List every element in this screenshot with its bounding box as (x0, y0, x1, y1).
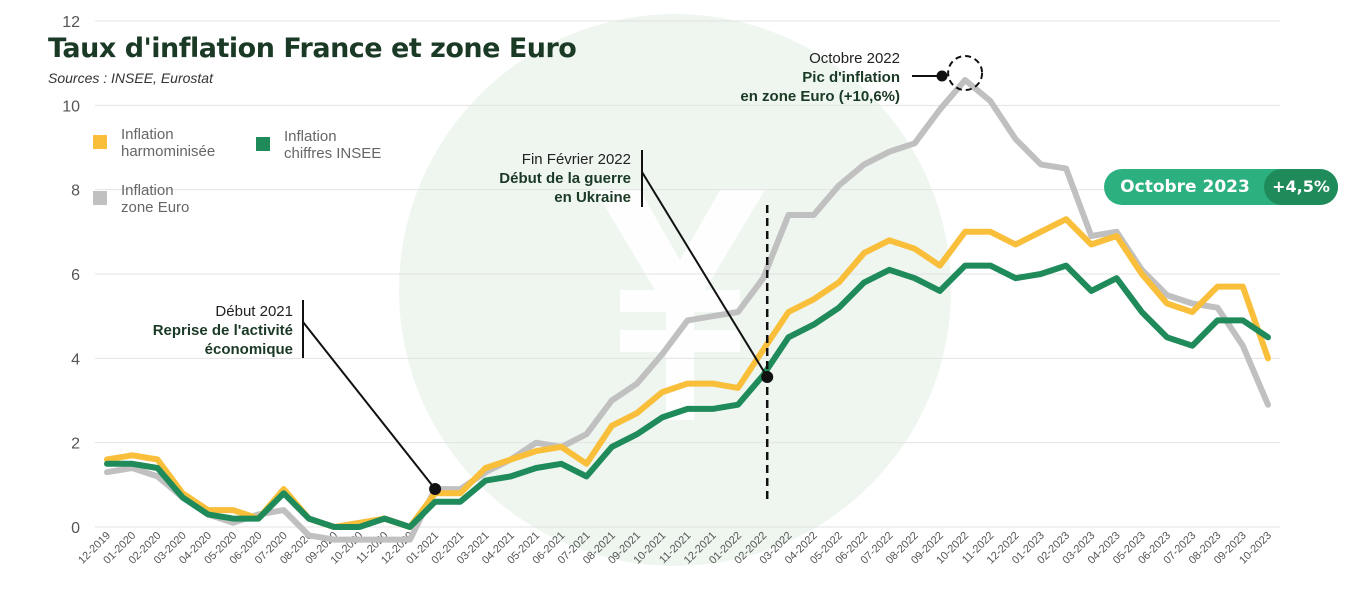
annotation-text: économique (204, 341, 293, 358)
badge-value: +4,5% (1264, 169, 1338, 205)
series-line (104, 77, 1271, 543)
peak-highlight-circle (947, 55, 984, 92)
grid-lines (95, 20, 1280, 528)
annotation-text: en Ukraine (554, 189, 631, 206)
annotation-leader (302, 321, 436, 490)
chart-title: Taux d'inflation France et zone Euro (48, 33, 577, 64)
annotation-dot (429, 483, 442, 496)
legend-swatch (93, 191, 107, 205)
badge-label: Octobre 2023 (1120, 177, 1250, 197)
annotation-date: Début 2021 (215, 303, 293, 320)
y-tick-label: 12 (62, 14, 80, 31)
y-tick-label: 4 (71, 351, 80, 368)
latest-value-badge: Octobre 2023 +4,5% (1104, 169, 1338, 205)
series-lines (104, 77, 1271, 543)
y-tick-label: 2 (71, 436, 80, 453)
legend-swatch (256, 137, 270, 151)
y-tick-label: 0 (71, 520, 80, 537)
annotation-debut-2021: Début 2021 Reprise de l'activité économi… (153, 302, 293, 359)
annotation-text: en zone Euro (+10,6%) (740, 88, 900, 105)
annotation-markers (302, 55, 984, 500)
annotation-dot (761, 371, 774, 383)
annotation-date: Fin Février 2022 (521, 151, 631, 168)
watermark-yen-glyph (595, 190, 765, 420)
y-tick-label: 8 (71, 183, 80, 200)
y-axis-ticks: 0 2 4 6 8 10 12 (62, 14, 80, 537)
chart-subtitle: Sources : INSEE, Eurostat (48, 70, 213, 86)
series-line (104, 262, 1271, 530)
y-tick-label: 10 (62, 98, 80, 115)
annotation-text: Début de la guerre (499, 170, 631, 187)
annotation-octobre-2022: Octobre 2022 Pic d'inflation en zone Eur… (740, 49, 900, 106)
annotation-text: Pic d'inflation (802, 69, 900, 86)
legend-label: Inflation chiffres INSEE (284, 128, 382, 162)
legend-label: Inflation harmominisée (121, 126, 216, 160)
euro-watermark-icon (399, 14, 951, 566)
annotation-fevrier-2022: Fin Février 2022 Début de la guerre en U… (499, 150, 631, 207)
legend-swatch (93, 135, 107, 149)
y-tick-label: 6 (71, 267, 80, 284)
annotation-text: Reprise de l'activité (152, 322, 293, 339)
annotation-date: Octobre 2022 (809, 50, 900, 67)
legend-label: Inflation zone Euro (121, 182, 190, 216)
annotation-dot (936, 70, 948, 82)
annotation-leader (641, 171, 769, 378)
